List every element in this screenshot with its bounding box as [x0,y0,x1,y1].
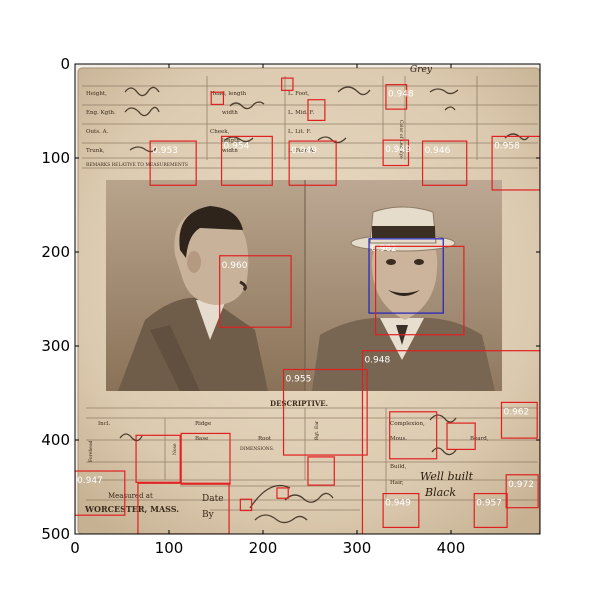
y-tick-label: 0 [60,55,70,73]
detection-score-label: 0.948 [388,90,414,100]
detection-box [473,492,508,529]
card-field-build: Build, [390,464,407,470]
card-field-root: Root [258,436,272,442]
card-field-eng: Eng. Kgth. [86,110,116,116]
detection-box [75,470,126,516]
detection-box [500,401,538,439]
detection-box [219,255,292,328]
detection-box [446,422,476,450]
y-tick-label: 500 [41,525,70,543]
detection-score-label: 0.949 [385,499,411,509]
detection-score-label: 0.949 [385,145,411,155]
card-field-hair: Hair, [390,480,404,486]
card-ear-label: Rgt. Ear [314,420,320,440]
detection-score-label: 0.946 [425,146,451,156]
card-field-width: width [222,110,238,116]
card-location: WORCESTER, MASS. [84,504,179,514]
card-field-base: Base [195,436,208,442]
card-date-label: Date [202,494,224,504]
detection-box [382,139,410,167]
card-field-beard: Beard, [470,436,489,442]
detection-box [220,135,273,186]
card-field-foot: L. Foot, [288,91,309,97]
detection-box [368,238,444,314]
card-section-heading: DESCRIPTIVE. [270,399,328,408]
detection-box [149,140,197,186]
axes-frame [74,63,541,535]
card-hand-build: Well built [420,470,474,483]
detection-score-label: 0.958 [494,141,520,151]
detection-box [282,368,368,456]
detection-score-label: 0.949 [291,146,317,156]
y-tick-label: 400 [41,431,70,449]
card-nose-label: Nose [172,443,178,455]
detection-box [361,350,540,534]
card-field-length: length [222,138,240,144]
x-tick-label: 300 [343,539,372,557]
card-measured-label: Measured at [108,492,153,500]
detection-score-label: 0.955 [286,375,312,385]
x-tick-label: 400 [437,539,466,557]
detection-box [385,84,408,110]
detection-box [421,140,468,186]
y-axis: 0 100 200 300 400 500 [41,55,540,543]
detection-score-label: 0.954 [224,141,250,151]
detection-box [491,135,540,191]
card-side-label: Color of Left Eye [398,120,404,159]
y-tick-label: 100 [41,149,70,167]
detection-score-label: 0.957 [476,499,502,509]
card-field-fore-a: L. Fore A. [288,148,316,154]
detection-score-label: 0.947 [77,476,103,486]
detection-box [276,487,289,499]
y-tick-label: 200 [41,243,70,261]
card-field-outs: Outs. A. [86,129,109,135]
card-forehead-label: Forehead [88,440,94,462]
detection-box [210,91,225,106]
detection-score-label: 0.972 [508,480,534,490]
detection-box [382,492,420,529]
card-dimensions-label: DIMENSIONS. [240,446,275,452]
detection-box [307,456,335,486]
detection-score-label: 0.962 [371,244,397,254]
detection-score-label: 0.960 [222,261,248,271]
x-axis: 0 100 200 300 400 [70,64,465,557]
card-field-incl: Incl. [98,421,111,427]
detection-box [505,474,539,509]
detection-box [375,245,465,336]
detection-box [239,498,253,512]
y-tick-label: 300 [41,337,70,355]
x-tick-label: 200 [249,539,278,557]
detection-box [135,434,181,483]
card-hand-grey: Grey [410,65,433,75]
card-field-width-2: width [222,148,238,154]
card-notice: REMARKS RELATIVE TO MEASUREMENTS [86,162,188,168]
detection-score-label: 0.953 [152,146,178,156]
card-field-complexion: Complexion, [390,421,425,427]
detection-score-label: 0.962 [503,407,529,417]
detection-box [307,99,326,122]
detection-box [180,432,231,485]
card-field-mid-f: L. Mid. F. [288,110,315,116]
card-field-height: Height, [86,91,107,97]
card-field-head-length: Head, length [210,91,247,97]
card-field-trunk: Trunk, [86,148,105,154]
card-by-label: By [202,510,215,520]
x-tick-label: 100 [155,539,184,557]
detection-box [281,77,294,91]
profile-figure [118,206,268,391]
card-field-ridge: Ridge [195,421,211,427]
detection-score-label: 0.948 [364,356,390,366]
frontal-figure [312,206,495,391]
card-field-mous: Mous. [390,436,407,442]
card-field-cheek: Cheek, [210,129,230,135]
card-field-lit-f: L. Lit. F. [288,129,311,135]
card-hand-hair: Black [424,486,456,499]
x-tick-label: 0 [70,539,80,557]
mugshot-photo: Height, Eng. Kgth. Outs. A. Trunk, Head,… [75,64,540,534]
detection-box [288,140,337,186]
detection-box [389,411,438,460]
